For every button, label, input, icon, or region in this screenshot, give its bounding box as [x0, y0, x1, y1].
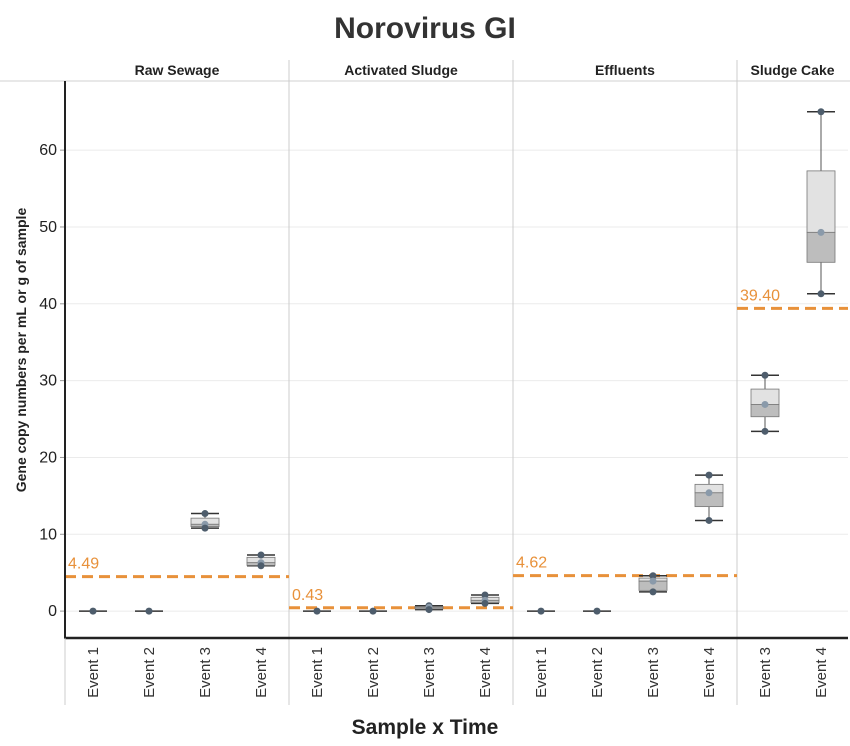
- reference-label-effluents: 4.62: [516, 555, 547, 572]
- point-min-raw-sewage-event-4: [257, 562, 265, 570]
- x-tick-label-effluents-event-4: Event 4: [701, 647, 718, 698]
- point-min-raw-sewage-event-3: [201, 524, 209, 532]
- point-max-raw-sewage-event-4: [257, 551, 265, 559]
- point-median-sludge-cake-event-3: [761, 400, 769, 408]
- point-min-activated-sludge-event-4: [481, 599, 489, 607]
- y-tick-label: 10: [39, 526, 57, 543]
- reference-label-raw-sewage: 4.49: [68, 556, 99, 573]
- point-min-sludge-cake-event-3: [761, 427, 769, 435]
- x-tick-label-effluents-event-3: Event 3: [645, 647, 662, 698]
- y-tick-label: 40: [39, 296, 57, 313]
- panel-title-sludge-cake: Sludge Cake: [750, 62, 834, 78]
- point-min-effluents-event-4: [705, 516, 713, 524]
- y-tick-label: 30: [39, 373, 57, 390]
- panel-title-activated-sludge: Activated Sludge: [344, 62, 458, 78]
- y-tick-label: 20: [39, 449, 57, 466]
- y-tick-label: 0: [48, 603, 57, 620]
- point-raw-sewage-event-1: [89, 607, 97, 615]
- y-tick-label: 50: [39, 219, 57, 236]
- x-tick-label-activated-sludge-event-1: Event 1: [309, 647, 326, 698]
- x-tick-label-activated-sludge-event-4: Event 4: [477, 647, 494, 698]
- x-tick-label-effluents-event-2: Event 2: [589, 647, 606, 698]
- box-lower-sludge-cake-event-4: [806, 231, 836, 263]
- point-max-raw-sewage-event-3: [201, 510, 209, 518]
- point-median-sludge-cake-event-4: [817, 228, 825, 236]
- chart-title: Norovirus GI: [334, 12, 516, 45]
- x-tick-label-raw-sewage-event-1: Event 1: [85, 647, 102, 698]
- x-axis-label: Sample x Time: [351, 716, 499, 739]
- point-min-effluents-event-3: [649, 588, 657, 596]
- point-activated-sludge-event-1: [313, 607, 321, 615]
- x-tick-label-raw-sewage-event-3: Event 3: [197, 647, 214, 698]
- x-tick-label-activated-sludge-event-2: Event 2: [365, 647, 382, 698]
- x-tick-label-sludge-cake-event-4: Event 4: [813, 647, 830, 698]
- point-effluents-event-2: [593, 607, 601, 615]
- panel-title-effluents: Effluents: [595, 62, 655, 78]
- point-effluents-event-1: [537, 607, 545, 615]
- x-tick-label-effluents-event-1: Event 1: [533, 647, 550, 698]
- point-max-sludge-cake-event-4: [817, 108, 825, 116]
- point-max-activated-sludge-event-4: [481, 591, 489, 599]
- x-tick-label-raw-sewage-event-2: Event 2: [141, 647, 158, 698]
- box-upper-sludge-cake-event-4: [806, 170, 836, 233]
- point-max-effluents-event-3: [649, 572, 657, 580]
- point-median-effluents-event-3: [649, 577, 657, 585]
- point-max-sludge-cake-event-3: [761, 371, 769, 379]
- point-min-sludge-cake-event-4: [817, 290, 825, 298]
- point-raw-sewage-event-2: [145, 607, 153, 615]
- x-tick-label-activated-sludge-event-3: Event 3: [421, 647, 438, 698]
- x-tick-label-sludge-cake-event-3: Event 3: [757, 647, 774, 698]
- point-max-effluents-event-4: [705, 471, 713, 479]
- panel-title-raw-sewage: Raw Sewage: [135, 62, 220, 78]
- x-tick-label-raw-sewage-event-4: Event 4: [253, 647, 270, 698]
- point-median-effluents-event-4: [705, 489, 713, 497]
- y-tick-label: 60: [39, 142, 57, 159]
- point-min-activated-sludge-event-3: [425, 606, 433, 614]
- point-activated-sludge-event-2: [369, 607, 377, 615]
- reference-label-activated-sludge: 0.43: [292, 587, 323, 604]
- reference-label-sludge-cake: 39.40: [740, 287, 780, 304]
